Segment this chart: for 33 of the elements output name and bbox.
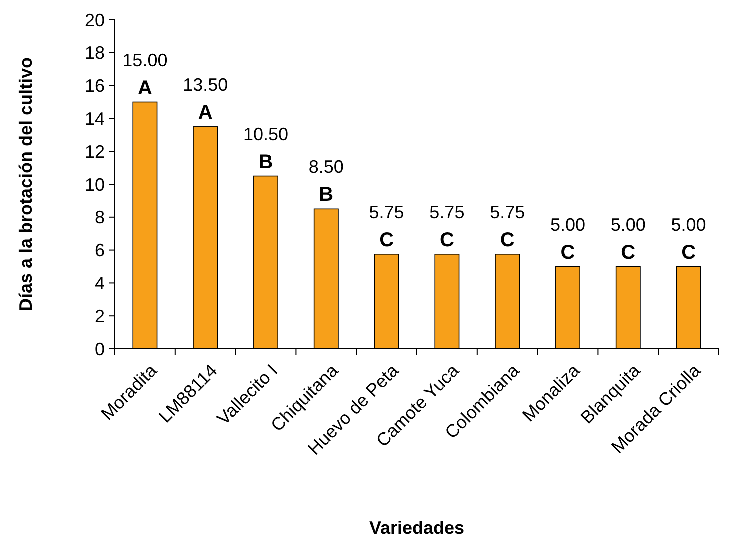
y-tick-label: 2 bbox=[94, 306, 105, 326]
x-axis-title: Variedades bbox=[369, 518, 465, 538]
data-label: 10.50 bbox=[243, 124, 289, 144]
y-axis-title: Días a la brotación del cultivo bbox=[16, 57, 36, 312]
data-label: 8.50 bbox=[308, 157, 344, 178]
data-label: 5.75 bbox=[430, 202, 465, 222]
y-tick-label: 0 bbox=[94, 339, 105, 360]
y-tick-label: 20 bbox=[84, 10, 105, 30]
data-label: 5.00 bbox=[671, 214, 706, 235]
data-label: 5.75 bbox=[490, 202, 526, 222]
annotation: C bbox=[380, 229, 394, 252]
y-tick-label: 10 bbox=[84, 174, 105, 195]
annotation: B bbox=[319, 184, 334, 206]
annotation: C bbox=[621, 242, 636, 264]
data-label: 5.75 bbox=[369, 202, 404, 222]
data-label: 15.00 bbox=[122, 50, 168, 70]
annotation: A bbox=[138, 77, 152, 100]
annotation: C bbox=[560, 242, 576, 264]
y-tick-label: 4 bbox=[94, 274, 105, 294]
y-tick-label: 12 bbox=[84, 142, 105, 162]
annotation: B bbox=[258, 151, 274, 174]
y-tick-label: 14 bbox=[84, 109, 105, 129]
data-label: 13.50 bbox=[183, 74, 228, 95]
data-label: 5.00 bbox=[610, 214, 646, 235]
annotation: C bbox=[440, 229, 454, 252]
data-label: 5.00 bbox=[550, 214, 586, 235]
annotation: C bbox=[682, 242, 696, 264]
annotation: C bbox=[500, 229, 515, 252]
annotation: A bbox=[198, 102, 213, 124]
y-tick-label: 18 bbox=[84, 43, 105, 64]
y-tick-label: 6 bbox=[94, 240, 105, 261]
y-tick-label: 16 bbox=[84, 76, 105, 96]
y-tick-label: 8 bbox=[94, 208, 105, 228]
